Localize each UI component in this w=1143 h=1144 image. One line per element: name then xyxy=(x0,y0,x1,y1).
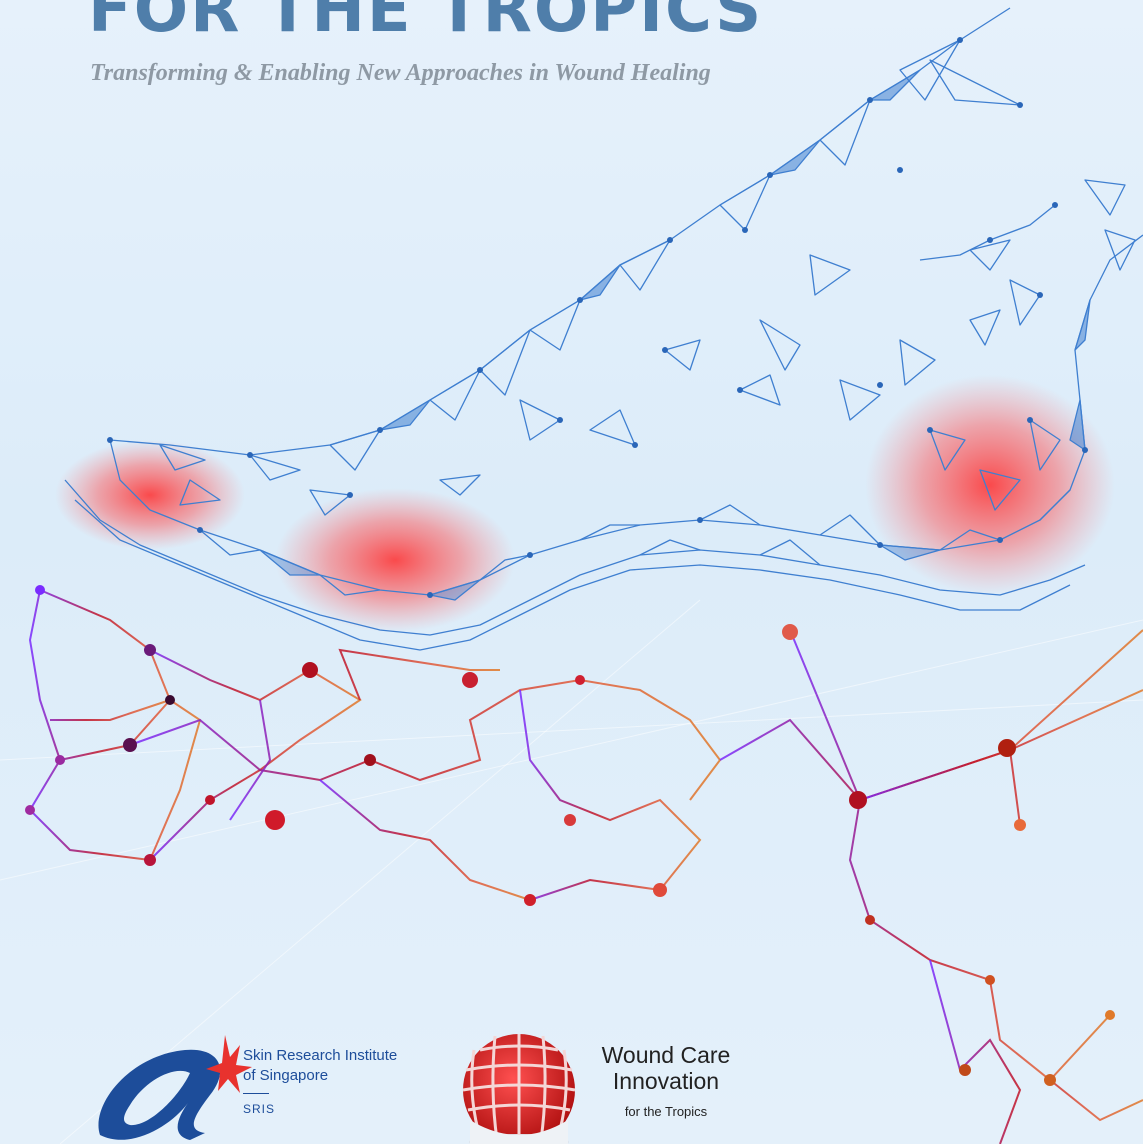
sris-name-line1: Skin Research Institute xyxy=(243,1047,398,1064)
pressure-hotspots xyxy=(55,375,1115,632)
wound-care-name-line1: Wound Care xyxy=(601,1042,731,1068)
sris-divider xyxy=(243,1093,269,1094)
wound-care-name: Wound Care Innovation xyxy=(590,1042,742,1094)
wound-care-globe-logo xyxy=(462,1034,576,1144)
foot-mesh-nodes xyxy=(107,37,1088,598)
wound-care-tagline: for the Tropics xyxy=(624,1104,708,1119)
foot-mesh xyxy=(64,7,1143,651)
astar-logo xyxy=(98,1035,252,1140)
sris-name: Skin Research Institute of Singapore xyxy=(243,1046,463,1086)
cover-title: FOR THE TROPICS xyxy=(88,0,764,47)
sris-abbreviation: SRIS xyxy=(243,1102,276,1116)
wound-care-name-line2: Innovation xyxy=(612,1068,720,1094)
network-nodes xyxy=(25,585,1115,1086)
cover-subtitle: Transforming & Enabling New Approaches i… xyxy=(90,60,711,86)
sris-name-line2: of Singapore xyxy=(243,1067,329,1084)
